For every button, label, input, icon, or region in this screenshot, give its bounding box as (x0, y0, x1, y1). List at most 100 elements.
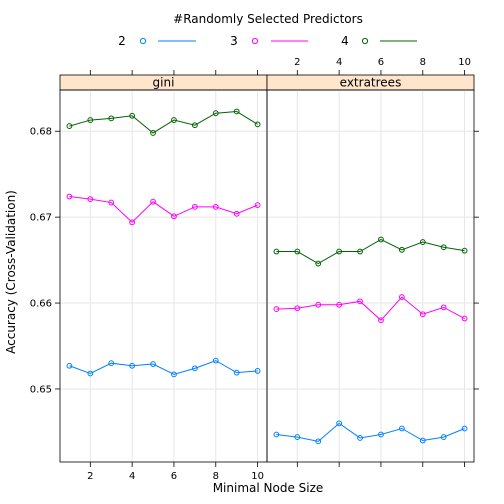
data-point-gini-4-7 (191, 122, 198, 129)
series-line-gini-2 (69, 360, 258, 375)
series-extratrees-4 (273, 236, 468, 267)
data-point-extratrees-3-6 (378, 317, 384, 324)
y-tick-label: 0.68 (30, 127, 52, 138)
data-point-extratrees-3-4 (336, 301, 343, 308)
data-point-extratrees-3-7 (398, 294, 405, 300)
x-tick-label: 10 (251, 471, 264, 482)
data-point-gini-2-4 (129, 362, 136, 369)
strip-label-gini: gini (153, 76, 175, 90)
data-point-gini-2-6 (171, 371, 177, 378)
data-point-gini-3-6 (171, 213, 177, 220)
data-point-gini-3-8 (212, 203, 219, 210)
grid-gini (60, 90, 267, 462)
data-point-extratrees-3-5 (357, 298, 363, 305)
data-point-extratrees-3-2 (294, 305, 301, 312)
data-point-gini-2-7 (191, 365, 198, 372)
data-point-extratrees-4-8 (419, 239, 426, 245)
x-axis-title: Minimal Node Size (213, 481, 324, 495)
data-point-extratrees-3-3 (315, 301, 322, 308)
data-point-extratrees-3-1 (273, 306, 280, 312)
data-point-extratrees-2-8 (419, 437, 426, 444)
data-point-gini-4-2 (87, 117, 94, 123)
data-point-gini-3-1 (66, 193, 73, 200)
series-extratrees-2 (273, 420, 468, 445)
legend-title: #Randomly Selected Predictors (173, 12, 363, 26)
y-tick-label: 0.65 (30, 384, 52, 395)
series-extratrees-3 (273, 294, 468, 324)
grid-extratrees (267, 90, 474, 462)
panel-border-extratrees (266, 89, 475, 463)
series-gini-3 (66, 193, 261, 226)
panel-border-gini (59, 89, 268, 463)
x-tick-label-top: 2 (294, 57, 300, 68)
x-tick-label: 8 (213, 471, 219, 482)
data-point-gini-2-3 (108, 360, 115, 367)
x-tick-label: 2 (87, 471, 93, 482)
series-line-gini-4 (69, 110, 258, 134)
data-point-gini-4-1 (66, 123, 73, 129)
data-point-extratrees-2-10 (461, 425, 468, 432)
data-point-gini-4-3 (108, 115, 115, 122)
data-point-extratrees-3-8 (419, 311, 426, 318)
data-point-gini-2-1 (66, 362, 73, 369)
data-point-extratrees-2-1 (273, 431, 280, 438)
data-point-gini-2-8 (212, 357, 219, 364)
data-point-gini-4-8 (212, 110, 219, 117)
legend-label-2: 2 (118, 34, 126, 48)
y-tick-label: 0.66 (30, 299, 52, 310)
data-point-extratrees-4-10 (461, 247, 468, 254)
data-point-extratrees-2-4 (336, 420, 343, 427)
data-point-gini-4-5 (150, 130, 156, 136)
series-line-gini-3 (69, 196, 258, 223)
series-line-extratrees-3 (276, 296, 465, 321)
legend-label-3: 3 (230, 34, 238, 48)
data-point-gini-3-3 (108, 199, 115, 206)
legend: 2 3 4 (118, 34, 417, 48)
x-tick-label-top: 6 (378, 57, 384, 68)
data-point-extratrees-2-7 (398, 425, 405, 432)
strip-label-extratrees: extratrees (340, 76, 402, 90)
data-point-extratrees-2-2 (294, 434, 301, 440)
y-tick-label: 0.67 (30, 213, 52, 224)
panels: gini extratrees (59, 74, 475, 463)
data-point-extratrees-4-7 (398, 246, 405, 253)
data-point-gini-2-10 (254, 368, 261, 374)
data-point-extratrees-4-9 (440, 244, 447, 251)
data-point-gini-2-5 (150, 361, 156, 367)
data-point-extratrees-3-10 (461, 315, 468, 322)
data-point-gini-4-6 (171, 117, 177, 123)
y-axis-title: Accuracy (Cross-Validation) (4, 190, 18, 354)
data-point-gini-4-9 (233, 108, 240, 115)
data-point-extratrees-2-9 (440, 434, 447, 440)
data-point-extratrees-4-3 (315, 260, 322, 267)
legend-point-4 (361, 37, 369, 45)
data-point-gini-3-9 (233, 210, 240, 217)
series-gini-4 (66, 108, 261, 136)
data-point-gini-3-7 (191, 203, 198, 210)
x-tick-label-top: 10 (458, 57, 471, 68)
legend-label-4: 4 (341, 34, 349, 48)
data-point-gini-3-10 (254, 202, 261, 209)
data-point-extratrees-2-3 (315, 438, 322, 445)
legend-point-2 (139, 37, 147, 45)
data-point-extratrees-4-4 (336, 248, 343, 255)
data-point-gini-2-2 (87, 370, 94, 377)
x-tick-label: 6 (171, 471, 177, 482)
panel-gini: gini (59, 74, 268, 463)
data-point-extratrees-3-9 (440, 304, 447, 311)
series-line-extratrees-4 (276, 238, 465, 265)
data-point-gini-4-10 (254, 121, 261, 128)
x-tick-label: 4 (129, 471, 135, 482)
data-point-extratrees-2-5 (357, 435, 363, 441)
panel-extratrees: extratrees (266, 74, 475, 463)
data-point-extratrees-4-5 (357, 248, 363, 255)
data-point-gini-2-9 (233, 369, 240, 376)
axes: 2 4 6 8 10 2 4 6 8 10 0.65 0.66 0.67 0.68 (30, 57, 479, 482)
data-point-extratrees-4-2 (294, 248, 301, 255)
series-line-extratrees-2 (276, 422, 465, 442)
legend-point-3 (251, 37, 259, 45)
series-gini-2 (66, 357, 261, 378)
data-point-extratrees-2-6 (378, 431, 384, 438)
data-point-extratrees-4-1 (273, 248, 280, 255)
